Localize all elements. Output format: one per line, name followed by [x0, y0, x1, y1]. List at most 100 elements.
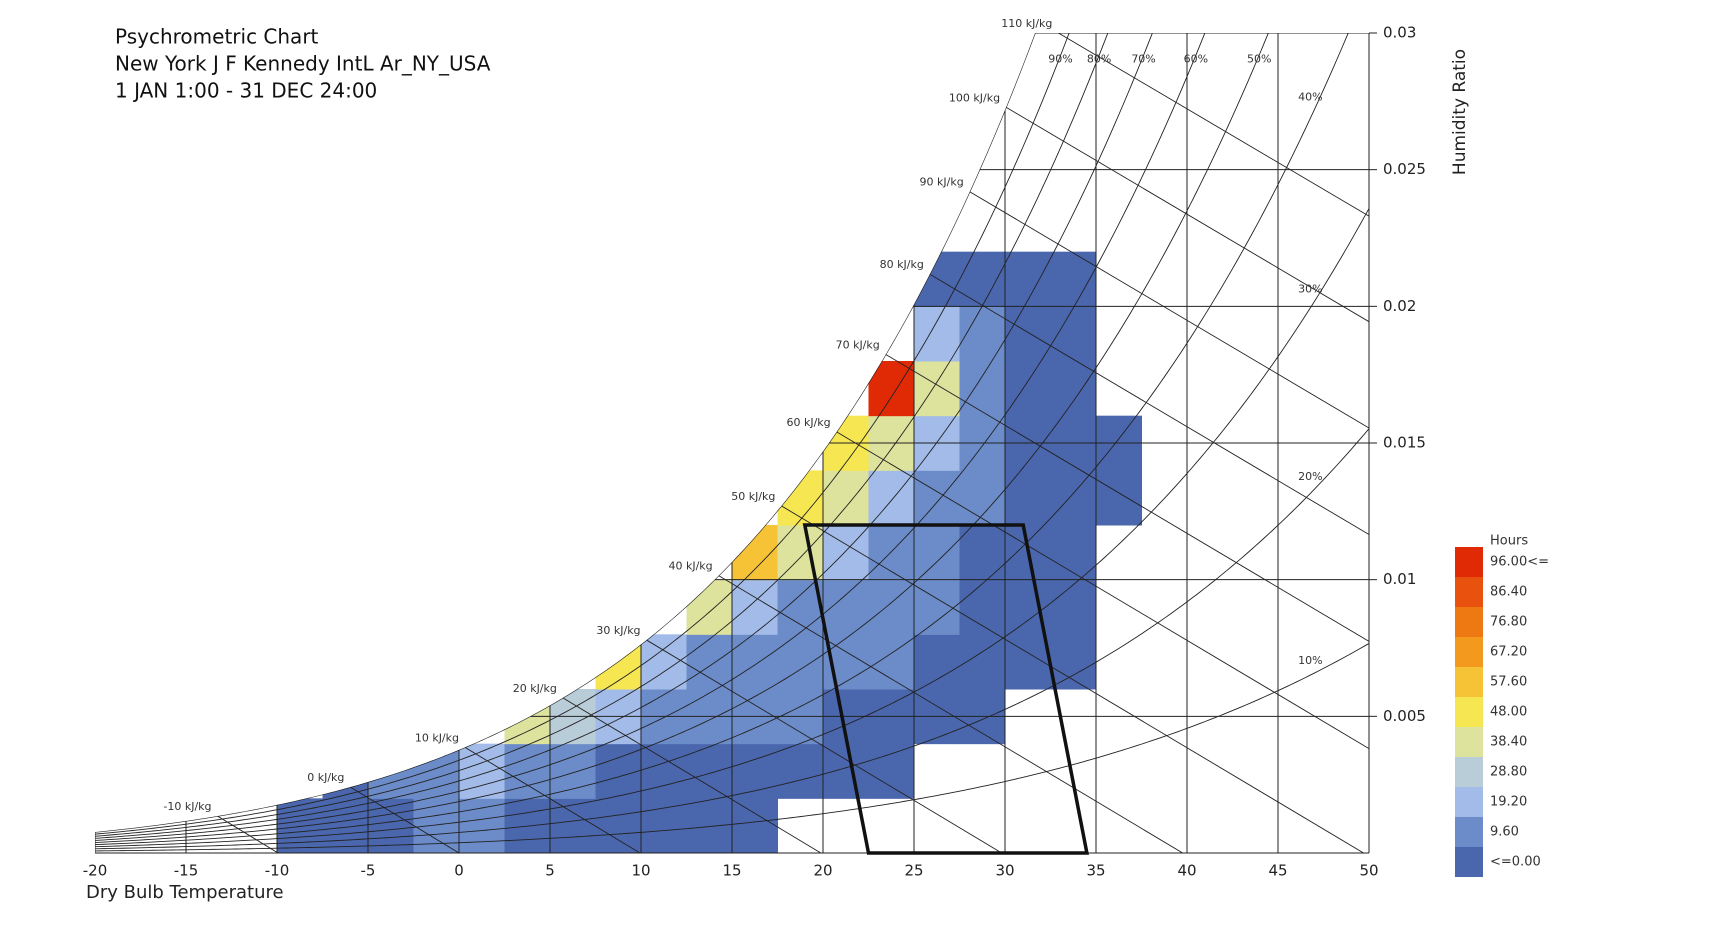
enthalpy-label: 0 kJ/kg: [307, 771, 344, 784]
y-axis-label: Humidity Ratio: [1450, 49, 1470, 175]
legend-label: 96.00<=: [1490, 555, 1549, 570]
enthalpy-line: [885, 354, 1369, 853]
y-tick-label: 0.01: [1383, 570, 1416, 588]
heat-cell: [823, 579, 869, 635]
x-tick-label: -20: [83, 862, 108, 880]
heat-cell: [914, 579, 960, 635]
x-tick-label: 30: [995, 862, 1014, 880]
heat-cell: [413, 743, 460, 799]
enthalpy-label: 70 kJ/kg: [836, 338, 880, 351]
rh-line: [95, 33, 1369, 837]
heat-cell: [777, 743, 824, 799]
legend-swatch: [1455, 697, 1483, 727]
heat-cell: [868, 525, 915, 581]
rh-line: [95, 33, 1369, 846]
rh-label: 40%: [1298, 91, 1322, 104]
heat-cell: [959, 525, 1006, 581]
legend-swatch: [1455, 727, 1483, 757]
heat-cell: [641, 743, 687, 799]
legend-label: 67.20: [1490, 645, 1527, 660]
rh-line: [95, 643, 1369, 852]
heat-cell: [732, 579, 778, 635]
legend-label: 57.60: [1490, 675, 1527, 690]
heat-cell: [1096, 470, 1142, 526]
heat-cell: [641, 634, 687, 690]
x-tick-label: 50: [1359, 862, 1378, 880]
x-tick-label: -5: [361, 862, 376, 880]
rh-label: 70%: [1131, 52, 1155, 65]
rh-label: 50%: [1247, 52, 1271, 65]
enthalpy-label: -10 kJ/kg: [163, 800, 211, 813]
heat-cell: [914, 306, 960, 362]
heat-cell: [368, 798, 414, 853]
rh-label: 80%: [1087, 52, 1111, 65]
rh-line: [95, 428, 1369, 850]
heat-cell: [868, 361, 915, 417]
enthalpy-label: 110 kJ/kg: [1001, 17, 1052, 30]
heat-cell: [322, 798, 369, 853]
enthalpy-label: 100 kJ/kg: [949, 91, 1000, 104]
heat-cell: [823, 743, 869, 799]
heat-cell: [868, 743, 915, 799]
rh-line: [95, 33, 1369, 835]
x-tick-label: 40: [1177, 862, 1196, 880]
heat-cell: [868, 470, 915, 526]
x-tick-label: 25: [904, 862, 923, 880]
rh-line: [95, 208, 1369, 848]
heat-cell: [550, 743, 596, 799]
y-tick-label: 0.005: [1383, 707, 1426, 725]
rh-label: 20%: [1298, 470, 1322, 483]
heat-cell: [1005, 306, 1051, 362]
rh-label: 60%: [1184, 52, 1208, 65]
heat-cell: [686, 798, 733, 853]
heat-cell: [1050, 579, 1097, 635]
enthalpy-line: [464, 746, 641, 853]
heat-cell: [1005, 634, 1051, 690]
heat-cell: [1050, 361, 1097, 417]
heat-cell: [959, 251, 1006, 307]
enthalpy-line: [562, 697, 822, 853]
legend-label: 38.40: [1490, 735, 1527, 750]
y-tick-label: 0.02: [1383, 297, 1416, 315]
enthalpy-label: 40 kJ/kg: [668, 560, 712, 573]
enthalpy-label: 10 kJ/kg: [415, 731, 459, 744]
x-tick-label: 10: [631, 862, 650, 880]
legend-label: 19.20: [1490, 795, 1527, 810]
heat-cell: [777, 634, 824, 690]
enthalpy-label: 30 kJ/kg: [596, 624, 640, 637]
heat-cell: [868, 634, 915, 690]
heat-cell: [1005, 361, 1051, 417]
enthalpy-label: 90 kJ/kg: [920, 176, 964, 189]
enthalpy-label: 50 kJ/kg: [731, 490, 775, 503]
rh-line: [95, 33, 1369, 839]
heat-cell: [1050, 525, 1097, 581]
heat-cell: [413, 798, 460, 853]
y-tick-label: 0.03: [1383, 24, 1416, 42]
legend-title: Hours: [1490, 534, 1528, 549]
title-line: New York J F Kennedy IntL Ar_NY_USA: [115, 52, 491, 76]
heat-cell: [1050, 251, 1097, 307]
heat-cell: [914, 525, 960, 581]
enthalpy-line: [781, 505, 1364, 853]
enthalpy-line: [646, 639, 1002, 853]
enthalpy-line: [217, 815, 279, 853]
heat-cell: [732, 634, 778, 690]
heat-cell: [959, 470, 1006, 526]
legend-label: 28.80: [1490, 765, 1527, 780]
enthalpy-line: [718, 575, 1183, 853]
rh-label: 90%: [1048, 52, 1072, 65]
heat-cell: [1050, 634, 1097, 690]
grid: [95, 33, 1369, 853]
comfort-zone: [802, 523, 1090, 855]
legend-swatch: [1455, 667, 1483, 697]
x-tick-label: 45: [1268, 862, 1287, 880]
rh-label: 10%: [1298, 654, 1322, 667]
legend-label: 76.80: [1490, 615, 1527, 630]
heat-cell: [914, 361, 960, 417]
enthalpy-line: [1005, 106, 1369, 853]
enthalpy-line: [350, 786, 460, 853]
y-tick-label: 0.015: [1383, 434, 1426, 452]
x-tick-label: 20: [813, 862, 832, 880]
legend-swatch: [1455, 577, 1483, 607]
enthalpy-line: [836, 431, 1369, 853]
